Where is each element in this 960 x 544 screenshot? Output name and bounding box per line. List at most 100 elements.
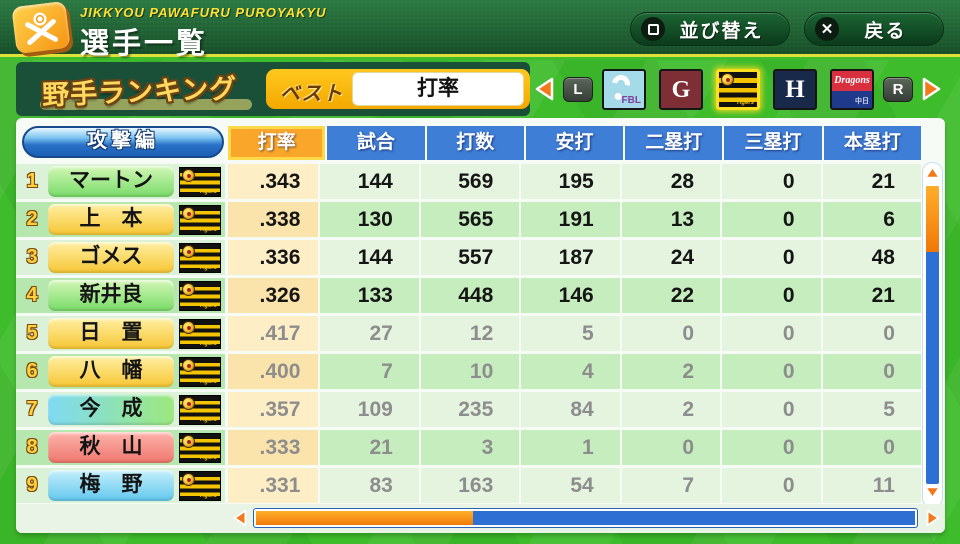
stat-cell: 144 bbox=[320, 240, 419, 275]
stat-cell: 130 bbox=[320, 202, 419, 237]
stat-cell: 28 bbox=[621, 164, 721, 199]
stat-cell: .338 bbox=[228, 202, 319, 237]
stat-cell: 27 bbox=[320, 316, 419, 351]
stat-cell: 48 bbox=[822, 240, 921, 275]
stat-cell: 146 bbox=[521, 278, 620, 313]
rank-number: 4 bbox=[26, 284, 38, 306]
stat-cell: 24 bbox=[621, 240, 721, 275]
column-header[interactable]: 二塁打 bbox=[625, 126, 723, 160]
tiger-logo-icon bbox=[182, 472, 195, 486]
player-name: 新井良 bbox=[48, 280, 174, 311]
table-row[interactable]: 4 新井良 Tigers .326 133 448 146 22 0 21 bbox=[16, 278, 945, 313]
table-row[interactable]: 9 梅 野 Tigers .331 83 163 54 7 0 11 bbox=[16, 468, 945, 503]
team-flag-icon: Tigers bbox=[179, 166, 221, 197]
team-flag-icon: Tigers bbox=[179, 394, 221, 425]
player-name: 秋 山 bbox=[48, 432, 174, 463]
stat-cell: .331 bbox=[228, 468, 319, 503]
stat-cell: 0 bbox=[722, 316, 821, 351]
app-subtitle: JIKKYOU PAWAFURU PUROYAKYU bbox=[80, 5, 327, 20]
stat-cell: 109 bbox=[320, 392, 419, 427]
top-buttons: 並び替え ✕ 戻る bbox=[630, 12, 944, 46]
column-header[interactable]: 打数 bbox=[426, 126, 524, 160]
back-button[interactable]: ✕ 戻る bbox=[804, 12, 944, 46]
player-name: マートン bbox=[48, 166, 174, 197]
table-row[interactable]: 8 秋 山 Tigers .333 21 3 1 0 0 0 bbox=[16, 430, 945, 465]
player-name: 梅 野 bbox=[48, 470, 174, 501]
team-flag-icon: Tigers bbox=[179, 280, 221, 311]
team-icon-giants[interactable]: G bbox=[659, 68, 703, 110]
table-row[interactable]: 1 マートン Tigers .343 144 569 195 28 0 21 bbox=[16, 164, 945, 199]
stat-cell: 2 bbox=[621, 392, 721, 427]
section-tab-offense[interactable]: 攻撃編 bbox=[22, 126, 224, 158]
stat-cell: 10 bbox=[420, 354, 520, 389]
scroll-down-arrow-icon[interactable] bbox=[924, 485, 941, 505]
player-cell: 3 ゴメス Tigers bbox=[16, 240, 225, 275]
title-block: JIKKYOU PAWAFURU PUROYAKYU 選手一覧 bbox=[80, 5, 327, 62]
column-header[interactable]: 三塁打 bbox=[724, 126, 822, 160]
ranking-title: 野手ランキング bbox=[41, 73, 238, 111]
player-cell: 8 秋 山 Tigers bbox=[16, 430, 225, 465]
selected-stat-value: 打率 bbox=[352, 72, 524, 106]
team-right-arrow[interactable] bbox=[922, 77, 942, 101]
vertical-scroll-thumb[interactable] bbox=[926, 186, 939, 252]
team-flag-icon: Tigers bbox=[179, 470, 221, 501]
team-flag-icon: Tigers bbox=[179, 204, 221, 235]
table-row[interactable]: 5 日 置 Tigers .417 27 12 5 0 0 0 bbox=[16, 316, 945, 351]
player-name: 日 置 bbox=[48, 318, 174, 349]
table-row[interactable]: 3 ゴメス Tigers .336 144 557 187 24 0 48 bbox=[16, 240, 945, 275]
column-header[interactable]: 本塁打 bbox=[823, 126, 921, 160]
rank-number: 5 bbox=[26, 322, 38, 344]
table-row[interactable]: 7 今 成 Tigers .357 109 235 84 2 0 5 bbox=[16, 392, 945, 427]
team-icon-dragons[interactable]: Dragons 中日 bbox=[830, 68, 874, 110]
bumper-right-button[interactable]: R bbox=[883, 76, 913, 102]
cross-button-icon: ✕ bbox=[815, 17, 839, 41]
stat-cell: 83 bbox=[320, 468, 419, 503]
scroll-right-arrow-icon[interactable] bbox=[925, 509, 941, 532]
scroll-left-arrow-icon[interactable] bbox=[232, 509, 248, 532]
stat-cell: 0 bbox=[822, 354, 921, 389]
stat-cell: 1 bbox=[521, 430, 620, 465]
table-rows: 1 マートン Tigers .343 144 569 195 28 0 21 2 上 本 T… bbox=[16, 164, 945, 503]
stat-cell: 21 bbox=[822, 164, 921, 199]
best-label: ベスト bbox=[273, 77, 349, 107]
stat-cell: 565 bbox=[420, 202, 520, 237]
team-icon-tigers[interactable]: Tigers bbox=[716, 68, 760, 110]
bumper-left-button[interactable]: L bbox=[563, 76, 593, 102]
stat-cell: .357 bbox=[228, 392, 319, 427]
column-header[interactable]: 打率 bbox=[228, 126, 326, 160]
stat-cell: 0 bbox=[621, 430, 721, 465]
sort-button-label: 並び替え bbox=[679, 20, 764, 42]
team-left-arrow[interactable] bbox=[534, 77, 554, 101]
scroll-up-arrow-icon[interactable] bbox=[924, 165, 941, 185]
stat-cell: 235 bbox=[420, 392, 520, 427]
sort-button[interactable]: 並び替え bbox=[630, 12, 790, 46]
horizontal-scroll-thumb[interactable] bbox=[256, 511, 474, 525]
team-icon-fbl[interactable]: FBL bbox=[602, 68, 646, 110]
team-icons: FBL G Tigers H Dragons 中日 bbox=[602, 68, 874, 110]
column-header[interactable]: 安打 bbox=[525, 126, 624, 160]
page-title: 選手一覧 bbox=[80, 28, 209, 60]
stat-cell: 22 bbox=[621, 278, 721, 313]
stat-cell: 0 bbox=[722, 354, 821, 389]
rank-number: 6 bbox=[26, 360, 38, 382]
rank-number: 1 bbox=[26, 170, 38, 192]
stat-cell: 6 bbox=[822, 202, 921, 237]
best-stat-selector[interactable]: ベスト 打率 bbox=[266, 69, 530, 109]
team-flag-icon: Tigers bbox=[179, 356, 221, 387]
stat-cell: .333 bbox=[228, 430, 319, 465]
stat-cell: 13 bbox=[621, 202, 721, 237]
vertical-scrollbar[interactable] bbox=[922, 162, 943, 508]
tiger-logo-icon bbox=[182, 168, 195, 182]
rank-number: 3 bbox=[26, 246, 38, 268]
tiger-logo-icon bbox=[182, 244, 195, 258]
horizontal-scrollbar[interactable] bbox=[254, 509, 917, 527]
stat-cell: 3 bbox=[420, 430, 520, 465]
stat-cell: 187 bbox=[521, 240, 620, 275]
column-header[interactable]: 試合 bbox=[327, 126, 425, 160]
table-row[interactable]: 6 八 幡 Tigers .400 7 10 4 2 0 0 bbox=[16, 354, 945, 389]
table-row[interactable]: 2 上 本 Tigers .338 130 565 191 13 0 6 bbox=[16, 202, 945, 237]
stat-cell: 21 bbox=[320, 430, 419, 465]
player-cell: 9 梅 野 Tigers bbox=[16, 468, 225, 503]
team-icon-hawks[interactable]: H bbox=[773, 68, 817, 110]
vertical-scroll-track[interactable] bbox=[926, 186, 939, 484]
